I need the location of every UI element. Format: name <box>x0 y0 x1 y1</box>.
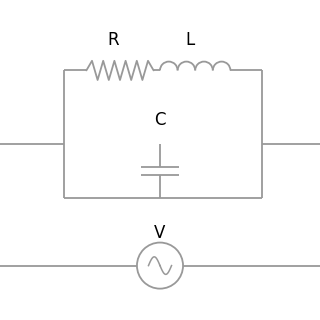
Text: L: L <box>186 31 195 49</box>
Text: R: R <box>108 31 119 49</box>
Text: C: C <box>154 111 166 129</box>
Text: V: V <box>154 224 166 242</box>
